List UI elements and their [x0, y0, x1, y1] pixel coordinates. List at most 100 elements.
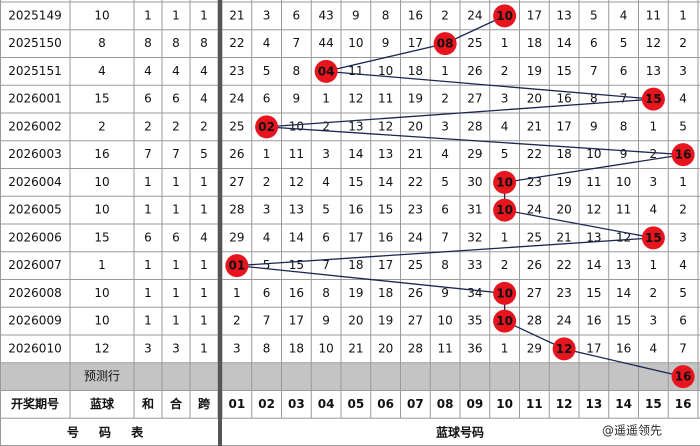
miss-count: 26: [527, 258, 542, 272]
miss-count: 19: [348, 286, 363, 300]
miss-count: 3: [650, 314, 658, 328]
miss-count: 3: [441, 119, 449, 133]
blue-number: 10: [94, 314, 109, 328]
miss-count: 28: [408, 341, 423, 355]
miss-count: 14: [378, 175, 393, 189]
miss-count: 12: [616, 230, 631, 244]
miss-count: 13: [289, 203, 304, 217]
cell-text: 6: [144, 92, 152, 106]
miss-count: 23: [408, 203, 423, 217]
ball-number: 15: [645, 92, 662, 106]
cell-text: 6: [144, 230, 152, 244]
blue-number: 16: [94, 147, 109, 161]
blue-number: 10: [94, 203, 109, 217]
miss-count: 2: [650, 286, 658, 300]
miss-count: 9: [322, 314, 330, 328]
miss-count: 3: [679, 230, 687, 244]
miss-count: 5: [501, 147, 509, 161]
miss-count: 27: [229, 175, 244, 189]
miss-count: 4: [620, 8, 628, 22]
miss-count: 19: [378, 314, 393, 328]
miss-count: 16: [408, 8, 423, 22]
miss-count: 12: [646, 36, 661, 50]
header-text: 开奖期号: [11, 396, 59, 411]
miss-count: 5: [679, 286, 687, 300]
cell-text: 2026002: [8, 119, 61, 133]
header-text: 跨: [198, 397, 211, 411]
cell-text: 3: [172, 341, 180, 355]
miss-count: 31: [467, 203, 482, 217]
miss-count: 16: [378, 230, 393, 244]
miss-count: 11: [437, 341, 452, 355]
header-number: 03: [288, 397, 305, 411]
miss-count: 5: [441, 175, 449, 189]
miss-count: 6: [263, 286, 271, 300]
cell-text: 2026009: [8, 314, 61, 328]
miss-count: 6: [441, 203, 449, 217]
header-number: 06: [377, 397, 394, 411]
cell-text: 1: [200, 8, 208, 22]
miss-count: 11: [378, 92, 393, 106]
miss-count: 2: [650, 147, 658, 161]
cell-text: 2025149: [8, 8, 61, 22]
miss-count: 29: [467, 147, 482, 161]
miss-count: 18: [289, 341, 304, 355]
miss-count: 2: [263, 175, 271, 189]
cell-text: 8: [172, 36, 180, 50]
header-number: 05: [348, 397, 365, 411]
miss-count: 36: [467, 341, 482, 355]
miss-count: 18: [527, 36, 542, 50]
miss-count: 23: [229, 64, 244, 78]
miss-count: 17: [289, 314, 304, 328]
miss-count: 8: [293, 64, 301, 78]
miss-count: 7: [293, 36, 301, 50]
cell-text: 4: [144, 64, 152, 78]
blue-number: 15: [94, 92, 109, 106]
miss-count: 2: [441, 8, 449, 22]
miss-count: 18: [408, 64, 423, 78]
cell-text: 2: [144, 119, 152, 133]
miss-count: 10: [586, 147, 601, 161]
miss-count: 19: [527, 64, 542, 78]
miss-count: 10: [348, 36, 363, 50]
cell-text: 5: [200, 147, 208, 161]
miss-count: 3: [322, 147, 330, 161]
miss-count: 4: [441, 147, 449, 161]
miss-count: 24: [527, 203, 542, 217]
top-filler: [0, 0, 700, 2]
header-number: 15: [645, 397, 662, 411]
blue-number: 10: [94, 286, 109, 300]
ball: [641, 87, 665, 111]
miss-count: 14: [586, 258, 601, 272]
miss-count: 2: [501, 258, 509, 272]
miss-count: 15: [586, 286, 601, 300]
miss-count: 5: [679, 119, 687, 133]
miss-count: 2: [441, 92, 449, 106]
cell-text: 6: [172, 230, 180, 244]
cell-text: 1: [172, 314, 180, 328]
ball-number: 16: [675, 148, 692, 162]
cell-text: 2025150: [8, 36, 61, 50]
miss-count: 6: [679, 314, 687, 328]
miss-count: 1: [650, 119, 658, 133]
cell-text: 2026006: [8, 230, 61, 244]
miss-count: 27: [527, 286, 542, 300]
ball: [433, 32, 457, 56]
miss-count: 22: [556, 258, 571, 272]
miss-count: 21: [408, 147, 423, 161]
ball-number: 08: [437, 37, 454, 51]
header-text: 蓝球: [90, 396, 115, 411]
cell-text: 2026005: [8, 203, 61, 217]
miss-count: 1: [501, 36, 509, 50]
miss-count: 24: [229, 92, 244, 106]
miss-count: 10: [318, 341, 333, 355]
cell-text: 1: [200, 341, 208, 355]
miss-count: 22: [527, 147, 542, 161]
miss-count: 16: [556, 92, 571, 106]
miss-count: 27: [408, 314, 423, 328]
miss-count: 3: [263, 203, 271, 217]
miss-count: 20: [348, 314, 363, 328]
cell-text: 1: [200, 286, 208, 300]
miss-count: 4: [263, 36, 271, 50]
